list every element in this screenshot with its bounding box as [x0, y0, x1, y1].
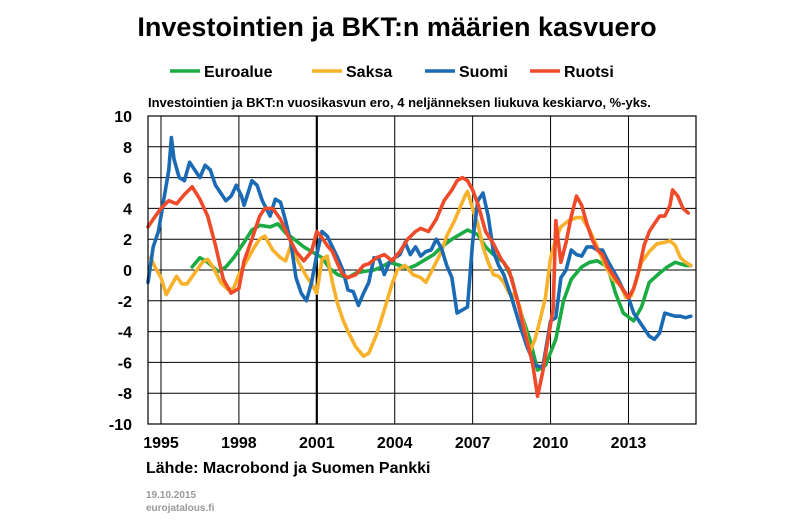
- y-tick-label: -10: [109, 417, 132, 434]
- y-tick-label: 8: [123, 140, 132, 157]
- y-tick-label: -8: [118, 386, 132, 403]
- y-tick-label: 10: [114, 109, 132, 126]
- chart-subtitle: Investointien ja BKT:n vuosikasvun ero, …: [148, 95, 651, 110]
- x-tick-label: 2010: [533, 435, 569, 452]
- legend-label: Saksa: [346, 64, 392, 81]
- date-stamp: 19.10.2015: [146, 490, 196, 501]
- series-line-3: [146, 135, 693, 369]
- legend-label: Ruotsi: [564, 64, 614, 81]
- legend: Euroalue Saksa Suomi Ruotsi: [170, 64, 614, 81]
- y-tick-label: 0: [123, 263, 132, 280]
- x-axis-ticks: 1995 1998 2001 2004 2007 2010 2013: [143, 435, 646, 452]
- y-tick-label: 4: [123, 201, 132, 218]
- source-note: Lähde: Macrobond ja Suomen Pankki: [146, 460, 431, 477]
- legend-label: Suomi: [459, 64, 508, 81]
- x-tick-label: 2007: [455, 435, 491, 452]
- x-tick-label: 2013: [611, 435, 647, 452]
- chart-title: Investointien ja BKT:n määrien kasvuero: [137, 12, 656, 42]
- plot-frame: [147, 115, 697, 425]
- series-lines: [146, 135, 693, 399]
- grid-lines: [148, 115, 696, 425]
- y-tick-label: 6: [123, 171, 132, 188]
- series-line-4: [146, 175, 690, 399]
- x-tick-label: 1995: [143, 435, 179, 452]
- y-tick-label: 2: [123, 232, 132, 249]
- x-tick-label: 2001: [299, 435, 335, 452]
- y-tick-label: -4: [118, 325, 132, 342]
- legend-label: Euroalue: [204, 64, 273, 81]
- y-tick-label: -6: [118, 355, 132, 372]
- x-tick-label: 2004: [377, 435, 413, 452]
- x-tick-label: 1998: [221, 435, 257, 452]
- y-tick-label: -2: [118, 294, 132, 311]
- site-stamp: eurojatalous.fi: [146, 503, 215, 514]
- y-axis-ticks: 10 8 6 4 2 0 -2 -4 -6 -8 -10: [109, 109, 132, 434]
